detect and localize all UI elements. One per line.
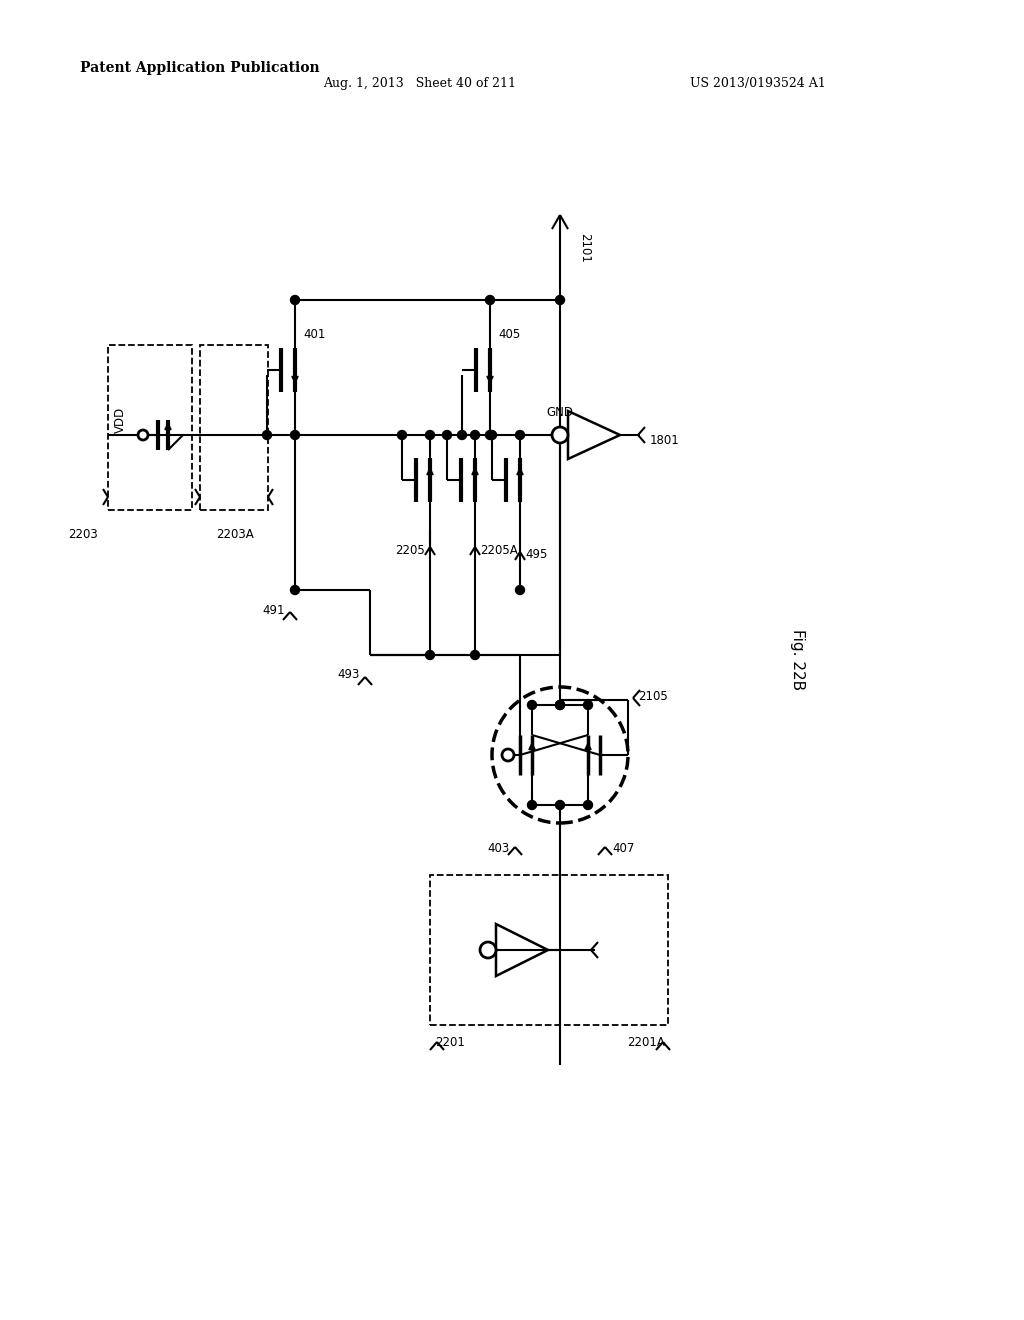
Circle shape: [552, 426, 568, 444]
Text: 407: 407: [612, 842, 635, 854]
Circle shape: [426, 651, 434, 660]
Text: GND: GND: [547, 407, 573, 420]
Text: Aug. 1, 2013   Sheet 40 of 211: Aug. 1, 2013 Sheet 40 of 211: [324, 77, 516, 90]
Circle shape: [584, 701, 593, 710]
Circle shape: [555, 701, 564, 710]
Text: 491: 491: [262, 603, 285, 616]
Circle shape: [485, 296, 495, 305]
Circle shape: [584, 800, 593, 809]
Circle shape: [426, 430, 434, 440]
Text: 495: 495: [525, 549, 548, 561]
Circle shape: [397, 430, 407, 440]
Text: 1801: 1801: [650, 433, 680, 446]
Circle shape: [480, 942, 496, 958]
Text: 405: 405: [498, 329, 520, 342]
Circle shape: [262, 430, 271, 440]
Text: Patent Application Publication: Patent Application Publication: [80, 61, 319, 75]
Circle shape: [555, 701, 564, 710]
Circle shape: [470, 430, 479, 440]
Text: 2205A: 2205A: [480, 544, 518, 557]
Circle shape: [555, 800, 564, 809]
Circle shape: [442, 430, 452, 440]
Bar: [200, 345, 268, 510]
Text: 2101: 2101: [578, 234, 591, 263]
Bar: [108, 345, 193, 510]
Text: US 2013/0193524 A1: US 2013/0193524 A1: [690, 77, 825, 90]
Circle shape: [458, 430, 467, 440]
Circle shape: [138, 430, 148, 440]
Text: 403: 403: [487, 842, 510, 854]
Circle shape: [555, 430, 564, 440]
Circle shape: [291, 430, 299, 440]
Text: 2201A: 2201A: [627, 1036, 665, 1049]
Text: 2203: 2203: [69, 528, 98, 541]
Circle shape: [515, 430, 524, 440]
Text: 2105: 2105: [638, 690, 668, 704]
Text: 2201: 2201: [435, 1036, 465, 1049]
Circle shape: [487, 430, 497, 440]
Circle shape: [470, 651, 479, 660]
Circle shape: [485, 430, 495, 440]
Circle shape: [555, 296, 564, 305]
Text: Fig. 22B: Fig. 22B: [790, 630, 805, 690]
Circle shape: [515, 586, 524, 594]
Text: VDD: VDD: [114, 407, 127, 433]
Circle shape: [527, 800, 537, 809]
Circle shape: [527, 701, 537, 710]
Text: 2205: 2205: [395, 544, 425, 557]
Bar: [430, 875, 668, 1026]
Circle shape: [291, 296, 299, 305]
Text: 493: 493: [338, 668, 360, 681]
Circle shape: [502, 748, 514, 762]
Circle shape: [291, 586, 299, 594]
Text: 401: 401: [303, 329, 326, 342]
Text: 2203A: 2203A: [216, 528, 254, 541]
